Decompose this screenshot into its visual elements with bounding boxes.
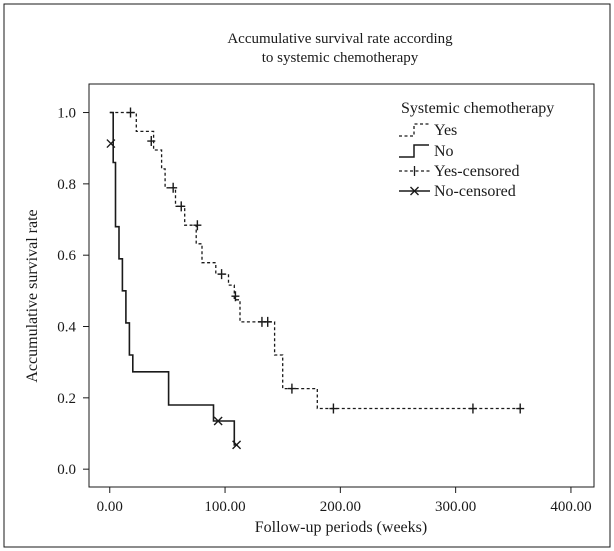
x-tick-label: 0.00 [97,499,123,515]
y-tick-label: 0.8 [57,177,76,193]
series-yes-line [109,111,523,410]
censor-marker-yes-censored [263,316,272,327]
series-no-line [109,111,238,446]
plot-area [88,83,595,488]
legend-no-censored-label: No-censored [434,183,516,200]
y-tick-label: 0.4 [57,320,76,336]
censor-marker-yes-censored [193,220,202,231]
legend-no-swatch [399,144,429,158]
censor-marker-no-censored [106,139,116,149]
x-tick-label: 200.00 [320,499,361,515]
censor-marker-yes-censored [287,383,296,394]
censor-marker-yes-censored [126,107,135,118]
y-tick-label: 0.6 [57,248,76,264]
censor-marker-no-censored [213,416,223,426]
legend-no-label: No [434,143,454,160]
legend-yes-swatch [399,123,429,137]
y-tick-label: 0.2 [57,391,76,407]
y-tick-label: 0.0 [57,462,76,478]
x-tick-label: 300.00 [435,499,476,515]
y-axis-label: Accumulative survival rate [24,209,41,382]
censor-marker-yes-censored [329,403,338,414]
legend-title: Systemic chemotherapy [401,100,554,117]
legend-no-censored-marker [410,186,419,196]
censor-marker-yes-censored [217,269,226,280]
censor-marker-yes-censored [516,403,525,414]
series-layer [109,111,523,446]
censor-marker-yes-censored [169,182,178,193]
axis-ticks: 0.00 100.00 200.00 300.00 400.00 0.0 0.2 0.4 0.6… [57,106,591,515]
legend-yes-censored-label: Yes-censored [434,163,519,180]
x-axis-label: Follow-up periods (weeks) [255,519,427,536]
x-tick-label: 400.00 [550,499,591,515]
censor-marker-yes-censored [147,136,156,147]
legend: Systemic chemotherapy Yes No Yes-censore… [399,100,554,200]
censor-marker-yes-censored [177,201,186,212]
chart-title-line-2: to systemic chemotherapy [262,50,419,66]
chart-title-line-1: Accumulative survival rate according [227,31,453,47]
y-tick-label: 1.0 [57,106,76,122]
censor-marker-no-censored [232,440,242,450]
x-tick-label: 100.00 [204,499,245,515]
censor-marker-yes-censored [231,291,240,302]
censor-markers [106,107,525,450]
censor-marker-yes-censored [468,403,477,414]
outer-frame [3,3,611,548]
legend-yes-label: Yes [434,122,457,139]
